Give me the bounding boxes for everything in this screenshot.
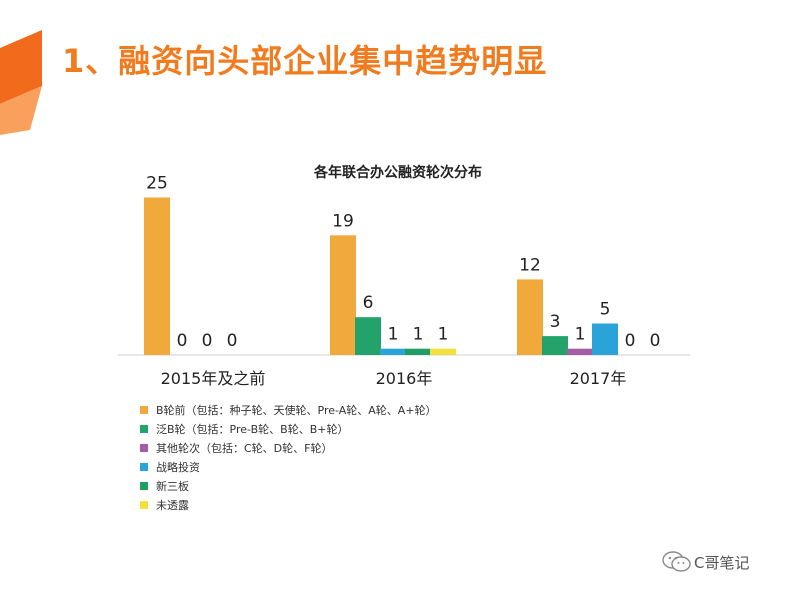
- legend-swatch: [140, 424, 148, 433]
- bar-2-2: [567, 348, 593, 355]
- data-label-1-5: 1: [438, 325, 449, 345]
- watermark-text: C哥笔记: [694, 553, 750, 572]
- data-label-2-0: 12: [519, 255, 541, 275]
- legend-swatch: [140, 405, 148, 414]
- x-tick-label-2: 2017年: [570, 369, 627, 388]
- data-label-2-5: 0: [650, 331, 661, 351]
- bar-1-0: [330, 235, 356, 355]
- data-label-1-1: 6: [363, 293, 374, 313]
- data-label-0-2: 0: [202, 331, 213, 351]
- bar-2-1: [542, 336, 568, 355]
- legend-item-4: 新三板: [140, 476, 437, 495]
- legend-label: 新三板: [156, 479, 189, 493]
- bar-1-5: [430, 348, 456, 355]
- legend-swatch: [140, 481, 148, 490]
- x-tick-label-0: 2015年及之前: [161, 369, 266, 388]
- legend-item-5: 未透露: [140, 495, 437, 514]
- legend-label: 战略投资: [156, 460, 200, 474]
- legend-item-1: 泛B轮（包括：Pre-B轮、B轮、B+轮）: [140, 419, 437, 438]
- data-label-1-4: 1: [413, 325, 424, 345]
- bar-2-3: [592, 323, 618, 355]
- legend-swatch: [140, 443, 148, 452]
- data-label-2-1: 3: [550, 312, 561, 332]
- data-label-2-3: 5: [600, 300, 611, 320]
- legend-label: 泛B轮（包括：Pre-B轮、B轮、B+轮）: [156, 422, 349, 436]
- data-label-0-0: 25: [146, 174, 168, 194]
- legend-swatch: [140, 500, 148, 509]
- bar-1-1: [355, 317, 381, 355]
- bars-layer: [144, 197, 618, 355]
- data-label-0-1: 0: [177, 331, 188, 351]
- legend-label: B轮前（包括：种子轮、天使轮、Pre-A轮、A轮、A+轮）: [156, 403, 437, 417]
- wechat-icon: [662, 551, 691, 572]
- x-tick-label-1: 2016年: [376, 369, 433, 388]
- legend-item-2: 其他轮次（包括：C轮、D轮、F轮）: [140, 438, 437, 457]
- bar-0-0: [144, 197, 170, 355]
- watermark: C哥笔记: [662, 550, 749, 574]
- data-label-2-2: 1: [575, 325, 586, 345]
- bar-2-0: [517, 279, 543, 355]
- data-label-1-0: 19: [332, 211, 354, 231]
- legend-label: 其他轮次（包括：C轮、D轮、F轮）: [156, 441, 333, 455]
- bar-1-4: [405, 348, 431, 355]
- legend-swatch: [140, 462, 148, 471]
- bar-1-3: [380, 348, 406, 355]
- data-label-0-3: 0: [227, 331, 238, 351]
- legend-label: 未透露: [156, 498, 189, 512]
- title-decoration-icon: [0, 30, 42, 135]
- x-tick-labels: 2015年及之前 2016年 2017年: [161, 369, 627, 388]
- legend-item-3: 战略投资: [140, 457, 437, 476]
- chart-legend: B轮前（包括：种子轮、天使轮、Pre-A轮、A轮、A+轮） 泛B轮（包括：Pre-…: [140, 400, 437, 514]
- legend-item-0: B轮前（包括：种子轮、天使轮、Pre-A轮、A轮、A+轮）: [140, 400, 437, 419]
- data-label-2-4: 0: [625, 331, 636, 351]
- chart-title: 各年联合办公融资轮次分布: [313, 164, 482, 181]
- slide-title: 1、融资向头部企业集中趋势明显: [62, 42, 548, 80]
- data-label-1-3: 1: [388, 325, 399, 345]
